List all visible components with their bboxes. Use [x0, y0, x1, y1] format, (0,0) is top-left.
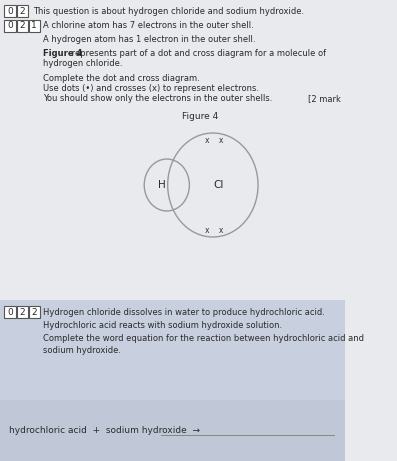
Text: 0: 0: [7, 6, 13, 16]
Text: Hydrochloric acid reacts with sodium hydroxide solution.: Hydrochloric acid reacts with sodium hyd…: [43, 320, 283, 330]
Text: Complete the dot and cross diagram.: Complete the dot and cross diagram.: [43, 74, 200, 83]
Text: hydrochloric acid  +  sodium hydroxide  →: hydrochloric acid + sodium hydroxide →: [9, 426, 200, 435]
Bar: [17, 5, 28, 17]
Text: Cl: Cl: [213, 180, 223, 190]
Text: Complete the word equation for the reaction between hydrochloric acid and: Complete the word equation for the react…: [43, 333, 364, 343]
Text: 2: 2: [19, 22, 25, 30]
Bar: [29, 306, 40, 318]
Text: 1: 1: [31, 22, 37, 30]
Bar: [17, 20, 28, 32]
Bar: [0, 300, 345, 400]
Text: x  x: x x: [205, 136, 224, 144]
Text: A hydrogen atom has 1 electron in the outer shell.: A hydrogen atom has 1 electron in the ou…: [43, 35, 256, 43]
Text: [2 mark: [2 mark: [308, 94, 341, 103]
Text: Hydrogen chloride dissolves in water to produce hydrochloric acid.: Hydrogen chloride dissolves in water to …: [43, 307, 325, 317]
Text: sodium hydroxide.: sodium hydroxide.: [43, 345, 121, 355]
Text: This question is about hydrogen chloride and sodium hydroxide.: This question is about hydrogen chloride…: [33, 6, 304, 16]
Text: 0: 0: [7, 22, 13, 30]
Text: 2: 2: [19, 6, 25, 16]
Text: Figure 4: Figure 4: [43, 49, 83, 59]
Text: A chlorine atom has 7 electrons in the outer shell.: A chlorine atom has 7 electrons in the o…: [43, 22, 254, 30]
Text: H: H: [158, 180, 166, 190]
Bar: [4, 306, 15, 318]
Bar: [0, 400, 345, 461]
Text: Use dots (•) and crosses (x) to represent electrons.: Use dots (•) and crosses (x) to represen…: [43, 84, 260, 93]
Text: Figure 4: Figure 4: [182, 112, 218, 121]
Text: 2: 2: [19, 307, 25, 317]
Text: hydrogen chloride.: hydrogen chloride.: [43, 59, 123, 69]
Text: You should show only the electrons in the outer shells.: You should show only the electrons in th…: [43, 94, 273, 103]
Bar: [4, 20, 15, 32]
Bar: [29, 20, 40, 32]
Text: 2: 2: [31, 307, 37, 317]
Text: represents part of a dot and cross diagram for a molecule of: represents part of a dot and cross diagr…: [69, 49, 326, 59]
Bar: [4, 5, 15, 17]
Bar: [17, 306, 28, 318]
Text: x  x: x x: [205, 225, 224, 235]
Text: 0: 0: [7, 307, 13, 317]
